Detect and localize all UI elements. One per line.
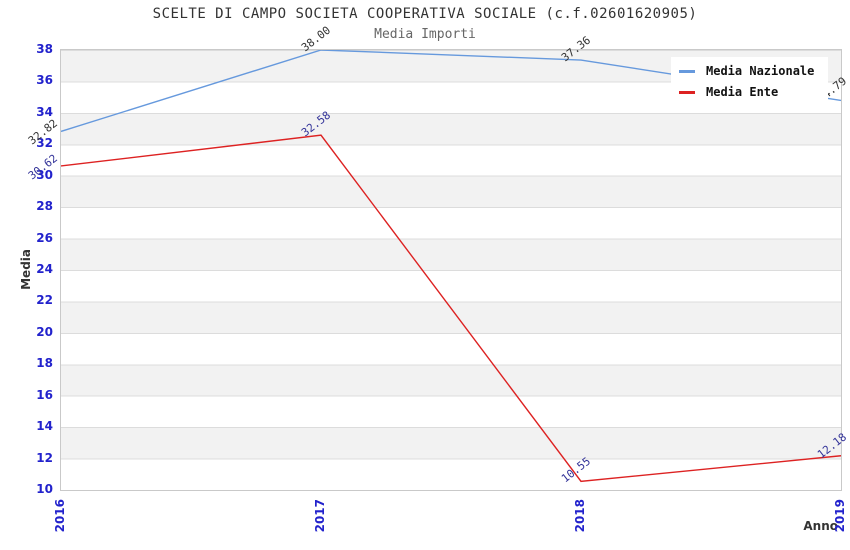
legend-item-label: Media Nazionale bbox=[706, 64, 815, 78]
y-tick-label: 12 bbox=[36, 450, 53, 465]
y-tick-label: 10 bbox=[36, 482, 53, 496]
legend: Media Nazionale Media Ente bbox=[671, 57, 829, 106]
y-tick-label: 38 bbox=[36, 42, 53, 56]
x-axis-title: Anno bbox=[803, 519, 838, 533]
y-tick-label: 22 bbox=[36, 293, 53, 308]
legend-item: Media Nazionale bbox=[679, 64, 814, 78]
y-tick-label: 36 bbox=[36, 73, 53, 88]
x-tick-label: 2017 bbox=[313, 499, 327, 533]
y-tick-label: 16 bbox=[36, 387, 53, 402]
chart-subtitle: Media Importi bbox=[374, 27, 476, 42]
legend-line-swatch bbox=[679, 69, 695, 73]
legend-item: Media Ente bbox=[679, 85, 814, 99]
y-tick-label: 30 bbox=[36, 167, 53, 182]
series-line-media-ente bbox=[61, 134, 841, 483]
y-tick-label: 18 bbox=[36, 356, 53, 371]
y-tick-label: 34 bbox=[36, 104, 53, 119]
y-tick-label: 32 bbox=[36, 136, 53, 151]
legend-item-label: Media Ente bbox=[706, 85, 779, 99]
x-tick-label: 2019 bbox=[833, 499, 847, 533]
y-tick-label: 26 bbox=[36, 230, 53, 245]
chart-title: SCELTE DI CAMPO SOCIETA COOPERATIVA SOCI… bbox=[152, 6, 698, 22]
y-tick-label: 24 bbox=[36, 262, 53, 276]
plot-area bbox=[60, 49, 842, 491]
series-lines bbox=[61, 50, 841, 483]
y-tick-label: 20 bbox=[36, 324, 53, 339]
x-tick-label: 2018 bbox=[573, 499, 587, 533]
y-tick-label: 14 bbox=[36, 419, 53, 434]
legend-line-swatch bbox=[679, 90, 695, 94]
x-tick-label: 2016 bbox=[53, 499, 67, 533]
y-tick-label: 28 bbox=[36, 199, 53, 214]
